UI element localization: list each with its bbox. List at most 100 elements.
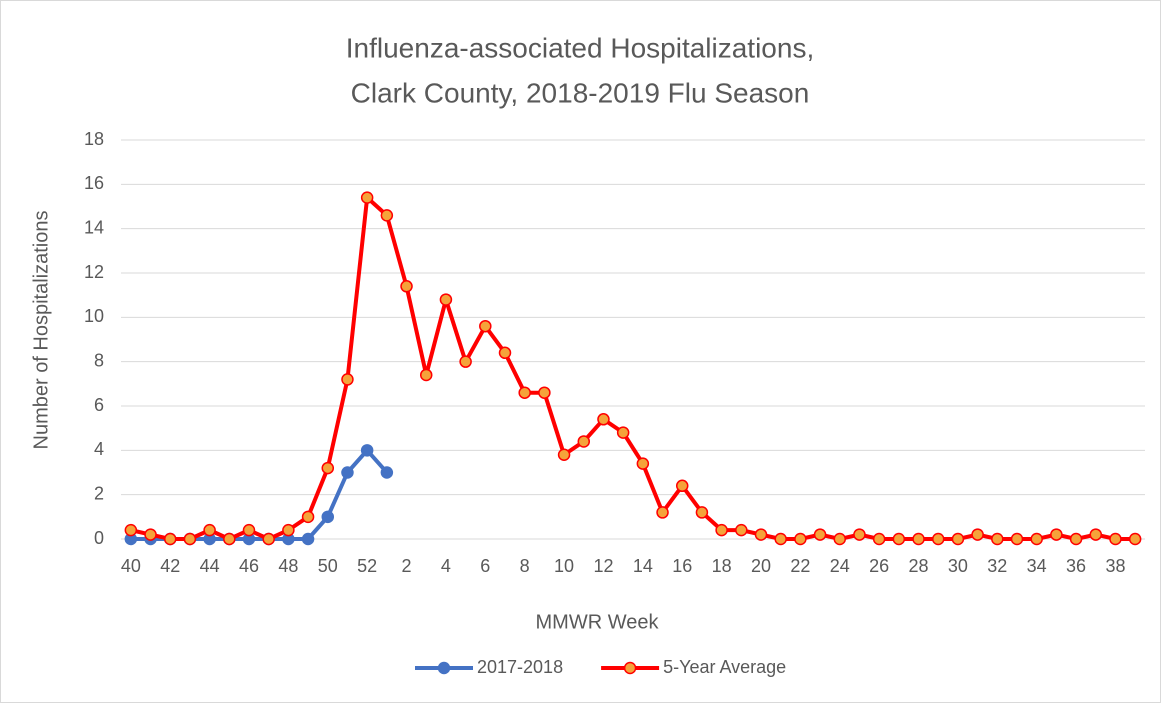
x-tick-label: 16	[672, 556, 692, 576]
y-tick-label: 4	[94, 439, 104, 459]
y-tick-label: 2	[94, 483, 104, 503]
data-point	[1109, 532, 1122, 546]
x-tick-label: 10	[554, 556, 574, 576]
x-tick-label: 40	[121, 556, 141, 576]
y-tick-label: 14	[84, 217, 104, 237]
legend-marker	[437, 661, 451, 675]
data-point	[341, 466, 354, 479]
x-tick-label: 30	[948, 556, 968, 576]
x-tick-label: 4	[441, 556, 451, 576]
data-point	[262, 532, 275, 546]
x-tick-label: 26	[869, 556, 889, 576]
data-point	[439, 293, 453, 306]
data-point	[380, 209, 394, 222]
x-tick-label: 52	[357, 556, 377, 576]
data-point	[754, 528, 768, 541]
data-point	[912, 532, 925, 546]
data-point	[735, 523, 748, 537]
x-tick-label: 8	[520, 556, 530, 576]
data-point	[616, 426, 630, 439]
data-point	[203, 523, 216, 537]
data-point	[301, 532, 315, 546]
data-point	[557, 448, 571, 462]
data-point	[813, 528, 827, 541]
y-tick-label: 16	[84, 173, 104, 193]
x-tick-label: 2	[402, 556, 412, 576]
data-point	[124, 523, 138, 537]
data-point	[400, 280, 413, 293]
chart-title: Influenza-associated Hospitalizations,	[346, 32, 814, 63]
x-tick-label: 14	[633, 556, 653, 576]
data-point	[656, 506, 669, 519]
data-point	[833, 532, 847, 546]
x-tick-label: 24	[830, 556, 850, 576]
x-tick-label: 42	[160, 556, 180, 576]
data-point	[163, 532, 177, 546]
data-point	[380, 466, 394, 479]
data-point	[715, 523, 728, 537]
data-point	[1128, 532, 1142, 546]
x-tick-label: 28	[909, 556, 929, 576]
data-point	[341, 373, 354, 386]
data-point	[1050, 528, 1063, 541]
x-tick-label: 20	[751, 556, 771, 576]
y-tick-label: 18	[84, 129, 104, 149]
y-tick-label: 6	[94, 395, 104, 415]
data-point	[183, 532, 197, 546]
data-point	[636, 457, 650, 470]
data-point	[360, 191, 374, 204]
data-point	[951, 532, 965, 546]
data-point	[518, 386, 531, 399]
data-point	[321, 510, 335, 524]
data-point	[794, 532, 807, 546]
data-point	[991, 532, 1004, 546]
x-tick-label: 46	[239, 556, 259, 576]
x-tick-label: 18	[712, 556, 732, 576]
data-point	[321, 461, 335, 475]
y-tick-label: 10	[84, 306, 104, 326]
data-point	[971, 528, 984, 541]
data-point	[223, 532, 236, 546]
x-tick-label: 44	[200, 556, 220, 576]
data-point	[675, 479, 689, 493]
data-point	[144, 528, 157, 541]
data-point	[577, 435, 591, 448]
data-point	[1069, 532, 1083, 546]
data-point	[282, 523, 295, 537]
data-point	[419, 368, 433, 382]
data-point	[360, 444, 374, 457]
x-tick-label: 38	[1105, 556, 1125, 576]
data-point	[1030, 532, 1043, 546]
x-tick-label: 36	[1066, 556, 1086, 576]
data-point	[479, 319, 492, 333]
legend-marker	[623, 661, 637, 675]
x-tick-label: 34	[1027, 556, 1047, 576]
data-point	[597, 413, 610, 426]
x-tick-label: 6	[480, 556, 490, 576]
data-point	[242, 523, 256, 537]
x-tick-label: 48	[278, 556, 298, 576]
x-tick-label: 50	[318, 556, 338, 576]
x-tick-label: 22	[790, 556, 810, 576]
legend-label: 5-Year Average	[663, 657, 786, 677]
data-point	[892, 532, 906, 546]
x-axis-label: MMWR Week	[536, 611, 660, 633]
y-axis-label: Number of Hospitalizations	[30, 211, 52, 450]
data-point	[872, 532, 886, 546]
data-point	[459, 355, 472, 368]
legend-label: 2017-2018	[477, 657, 563, 677]
data-point	[498, 346, 512, 360]
data-point	[1089, 528, 1103, 541]
data-point	[695, 506, 709, 519]
data-point	[1010, 532, 1024, 546]
data-point	[301, 510, 315, 524]
y-tick-label: 0	[94, 528, 104, 548]
data-point	[853, 528, 866, 541]
data-point	[774, 532, 787, 546]
series-line	[130, 195, 1136, 541]
chart-title: Clark County, 2018-2019 Flu Season	[351, 77, 810, 108]
x-tick-label: 12	[593, 556, 613, 576]
x-tick-label: 32	[987, 556, 1007, 576]
y-tick-label: 12	[84, 262, 104, 282]
